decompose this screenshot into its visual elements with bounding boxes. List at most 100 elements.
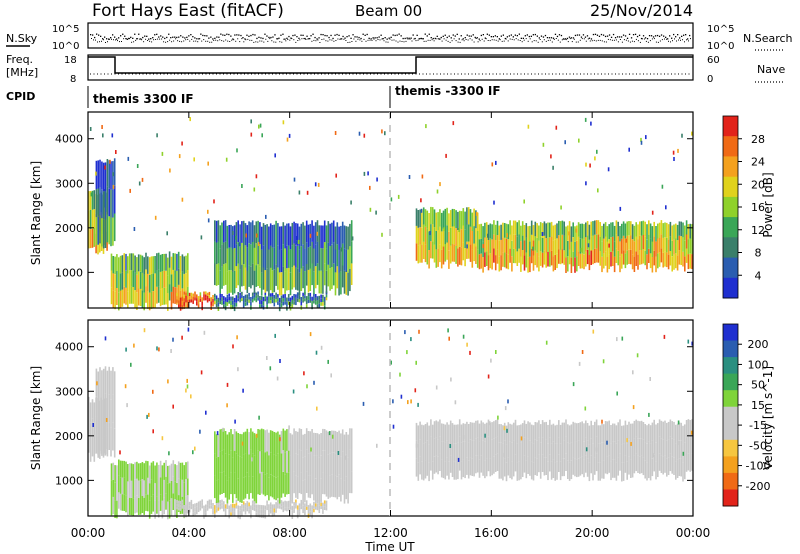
noise-point <box>656 34 659 37</box>
colorbar-swatch <box>723 390 738 408</box>
noise-point <box>158 36 160 38</box>
velocity-speckle <box>222 427 224 432</box>
power-cell <box>89 191 92 210</box>
noise-point <box>670 41 671 43</box>
power-cell <box>313 225 315 249</box>
power-speckle <box>297 239 300 244</box>
velocity-cell <box>444 442 447 462</box>
noise-point <box>422 38 424 40</box>
velocity-cell <box>630 459 632 478</box>
velocity-cell <box>536 422 538 441</box>
velocity-cell <box>239 505 241 511</box>
colorbar-tick-label: -100 <box>746 460 771 473</box>
velocity-cell <box>233 472 236 495</box>
velocity-colorbar-label: Velocity [m s^-1] <box>761 366 775 470</box>
power-cell <box>93 190 96 210</box>
velocity-speckle <box>119 450 121 455</box>
velocity-cell <box>594 457 596 475</box>
power-cell <box>112 290 115 309</box>
velocity-cell <box>467 460 470 479</box>
velocity-cell <box>259 504 261 510</box>
velocity-cell <box>617 457 619 476</box>
velocity-cell <box>631 423 634 442</box>
velocity-cell <box>174 464 176 482</box>
velocity-cell <box>259 429 261 452</box>
noise-point <box>467 39 469 41</box>
power-speckle <box>259 123 262 128</box>
velocity-cell <box>275 455 277 478</box>
velocity-cell <box>113 400 116 429</box>
power-cell <box>148 292 151 311</box>
power-cell <box>257 242 259 265</box>
noise-point <box>174 36 176 38</box>
velocity-cell <box>451 423 454 442</box>
power-cell <box>208 295 211 299</box>
velocity-cell <box>307 509 310 514</box>
power-cell <box>311 263 313 286</box>
velocity-cell <box>473 458 475 477</box>
velocity-speckle <box>237 367 239 372</box>
noise-point <box>402 37 404 40</box>
velocity-cell <box>496 453 499 471</box>
power-cell <box>118 257 120 275</box>
power-cell <box>449 210 452 228</box>
noise-point <box>612 33 615 36</box>
power-cell <box>422 241 425 259</box>
power-cell <box>217 297 220 303</box>
power-cell <box>269 293 272 297</box>
velocity-cell <box>159 494 162 511</box>
power-speckle <box>309 233 312 238</box>
power-cell <box>287 294 290 298</box>
noise-point <box>687 38 689 40</box>
noise-point <box>152 37 154 39</box>
power-cell <box>480 223 483 239</box>
power-cell <box>112 189 114 218</box>
power-speckle <box>295 236 298 240</box>
power-cell <box>343 271 346 294</box>
velocity-cell <box>684 424 686 443</box>
power-cell <box>223 220 225 243</box>
power-cell <box>127 256 129 274</box>
power-cell <box>237 295 239 299</box>
power-speckle <box>672 150 675 155</box>
power-cell <box>251 242 254 264</box>
noise-point <box>134 33 136 35</box>
power-cell <box>318 248 321 271</box>
velocity-cell <box>660 420 663 439</box>
noise-point <box>529 38 531 40</box>
noise-point <box>470 35 472 37</box>
velocity-cell <box>669 453 672 472</box>
power-cell <box>177 284 180 302</box>
velocity-cell <box>340 456 342 479</box>
power-cell <box>257 294 259 298</box>
power-cell <box>121 289 124 307</box>
noise-point <box>297 40 299 41</box>
velocity-cell <box>323 450 326 473</box>
velocity-cell <box>106 427 109 457</box>
power-cell <box>168 267 171 285</box>
power-speckle <box>178 154 181 159</box>
velocity-cell <box>502 443 504 462</box>
velocity-cell <box>221 472 223 494</box>
power-cell <box>435 249 438 268</box>
power-cell <box>271 270 274 293</box>
velocity-cell <box>302 509 304 514</box>
power-cell <box>648 220 650 235</box>
y-tick-label: 1000 <box>55 266 83 279</box>
velocity-cell <box>215 509 218 513</box>
power-cell <box>417 245 420 264</box>
velocity-cell <box>223 508 225 512</box>
velocity-cell <box>658 453 661 471</box>
velocity-cell <box>246 501 249 505</box>
velocity-cell <box>680 422 682 441</box>
velocity-speckle <box>306 384 308 389</box>
power-cell <box>307 293 310 297</box>
noise-point <box>485 38 487 40</box>
velocity-cell <box>307 453 310 476</box>
noise-point <box>335 40 337 41</box>
power-cell <box>300 223 303 247</box>
noise-point <box>541 41 543 43</box>
power-cell <box>430 224 432 242</box>
noise-point <box>646 38 649 40</box>
velocity-speckle <box>406 350 408 355</box>
